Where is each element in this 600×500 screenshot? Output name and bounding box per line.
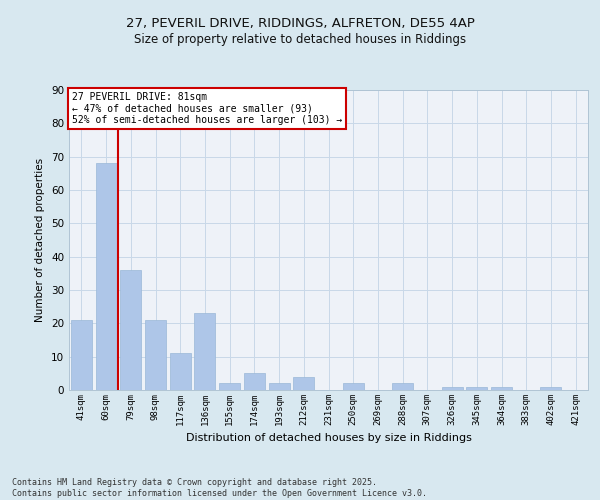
Bar — [194, 314, 215, 390]
Bar — [170, 354, 191, 390]
Bar — [95, 164, 116, 390]
Bar — [293, 376, 314, 390]
Bar — [541, 386, 562, 390]
Text: 27, PEVERIL DRIVE, RIDDINGS, ALFRETON, DE55 4AP: 27, PEVERIL DRIVE, RIDDINGS, ALFRETON, D… — [125, 18, 475, 30]
Text: Contains HM Land Registry data © Crown copyright and database right 2025.
Contai: Contains HM Land Registry data © Crown c… — [12, 478, 427, 498]
Bar — [244, 374, 265, 390]
Y-axis label: Number of detached properties: Number of detached properties — [35, 158, 46, 322]
Text: Size of property relative to detached houses in Riddings: Size of property relative to detached ho… — [134, 32, 466, 46]
Bar — [343, 384, 364, 390]
X-axis label: Distribution of detached houses by size in Riddings: Distribution of detached houses by size … — [185, 434, 472, 444]
Bar — [269, 384, 290, 390]
Bar — [442, 386, 463, 390]
Bar — [466, 386, 487, 390]
Bar — [120, 270, 141, 390]
Bar — [71, 320, 92, 390]
Bar — [392, 384, 413, 390]
Bar — [491, 386, 512, 390]
Text: 27 PEVERIL DRIVE: 81sqm
← 47% of detached houses are smaller (93)
52% of semi-de: 27 PEVERIL DRIVE: 81sqm ← 47% of detache… — [71, 92, 342, 124]
Bar — [219, 384, 240, 390]
Bar — [145, 320, 166, 390]
